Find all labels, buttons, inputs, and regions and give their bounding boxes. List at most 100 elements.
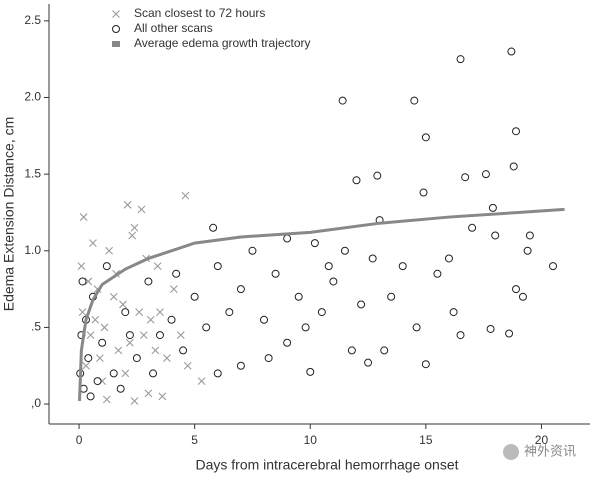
circle-point <box>491 231 500 240</box>
cross-point <box>135 308 144 316</box>
circle-point <box>368 254 377 263</box>
circle-point <box>116 384 125 393</box>
circle-point <box>433 269 442 278</box>
circle-point <box>264 354 273 363</box>
cross-point <box>139 331 148 339</box>
circle-point <box>505 329 514 338</box>
circle-point <box>132 354 141 363</box>
cross-point <box>130 223 139 232</box>
circle-point <box>202 323 211 332</box>
circle-point <box>412 323 421 332</box>
circle-point <box>338 96 347 105</box>
cross-point <box>79 213 88 221</box>
cross-point <box>181 191 190 200</box>
circle-point <box>236 285 245 294</box>
circle-point <box>225 308 234 317</box>
cross-point <box>153 262 162 271</box>
circle-point <box>209 223 218 232</box>
circle-point <box>109 369 118 378</box>
y-tick-label: 1.5 <box>24 166 41 180</box>
legend-label: Scan closest to 72 hours <box>134 6 265 20</box>
circle-point <box>144 277 153 286</box>
y-tick-label: .5 <box>31 320 41 334</box>
cross-point <box>114 346 123 355</box>
cross-point <box>109 292 118 301</box>
circle-point <box>347 346 356 355</box>
circle-point <box>387 292 396 301</box>
cross-point <box>151 346 160 355</box>
circle-point <box>357 300 366 309</box>
cross-point <box>100 323 109 332</box>
circle-point <box>213 369 222 378</box>
circle-point <box>449 308 458 317</box>
legend-label: All other scans <box>134 21 213 35</box>
circle-point <box>283 234 292 243</box>
circle-point <box>236 361 245 370</box>
circle-point <box>190 292 199 301</box>
cross-point <box>91 315 100 324</box>
circle-point <box>398 262 407 271</box>
cross-point <box>128 231 137 240</box>
circle-point <box>306 367 315 376</box>
circle-point <box>509 162 518 171</box>
circle-point <box>380 346 389 355</box>
x-tick-label: 15 <box>419 433 433 447</box>
circle-point <box>456 55 465 64</box>
circle-point <box>317 308 326 317</box>
circle-point <box>523 246 532 255</box>
legend-label: Average edema growth trajectory <box>134 36 311 50</box>
circle-point <box>102 262 111 271</box>
circle-point <box>488 203 497 212</box>
x-tick-label: 0 <box>76 433 83 447</box>
circle-point <box>444 254 453 263</box>
circle-point <box>507 47 516 56</box>
circle-point <box>121 308 130 317</box>
legend-marker <box>112 10 120 18</box>
cross-point <box>176 331 185 339</box>
cross-point <box>197 377 206 385</box>
circle-point <box>364 358 373 367</box>
circle-point <box>324 262 333 271</box>
legend-marker <box>112 25 120 33</box>
x-tick-label: 5 <box>191 433 198 447</box>
cross-point <box>121 369 130 378</box>
y-tick-label: 1.0 <box>24 243 41 257</box>
circle-point <box>248 246 257 255</box>
cross-point <box>78 308 87 316</box>
y-tick-label: ,0 <box>31 396 41 410</box>
x-axis-label: Days from intracerebral hemorrhage onset <box>195 457 458 473</box>
circle-point <box>172 269 181 278</box>
circle-point <box>481 170 490 179</box>
cross-point <box>169 285 178 293</box>
circle-point <box>125 331 134 340</box>
cross-point <box>183 361 192 370</box>
circle-point <box>486 324 495 333</box>
circle-point <box>213 262 222 271</box>
cross-point <box>123 200 132 209</box>
cross-point <box>77 262 86 271</box>
circle-point <box>512 285 521 294</box>
circle-point <box>155 331 164 340</box>
circle-point <box>294 292 303 301</box>
circle-point <box>329 277 338 286</box>
cross-point <box>163 354 171 362</box>
circle-point <box>410 96 419 105</box>
legend-marker <box>112 41 120 47</box>
watermark: 神外资讯 <box>524 443 576 458</box>
circle-point <box>271 269 280 278</box>
circle-point <box>93 377 102 386</box>
cross-point <box>130 397 139 405</box>
circle-point <box>84 354 93 363</box>
cross-point <box>82 361 90 370</box>
cross-point <box>84 277 93 286</box>
cross-point <box>86 331 95 339</box>
circle-point <box>373 171 382 180</box>
cross-point <box>89 239 97 248</box>
trajectory-line <box>78 207 565 402</box>
circle-point <box>179 346 188 355</box>
cross-point <box>144 389 153 398</box>
circle-point <box>549 262 558 271</box>
cross-point <box>146 315 155 324</box>
